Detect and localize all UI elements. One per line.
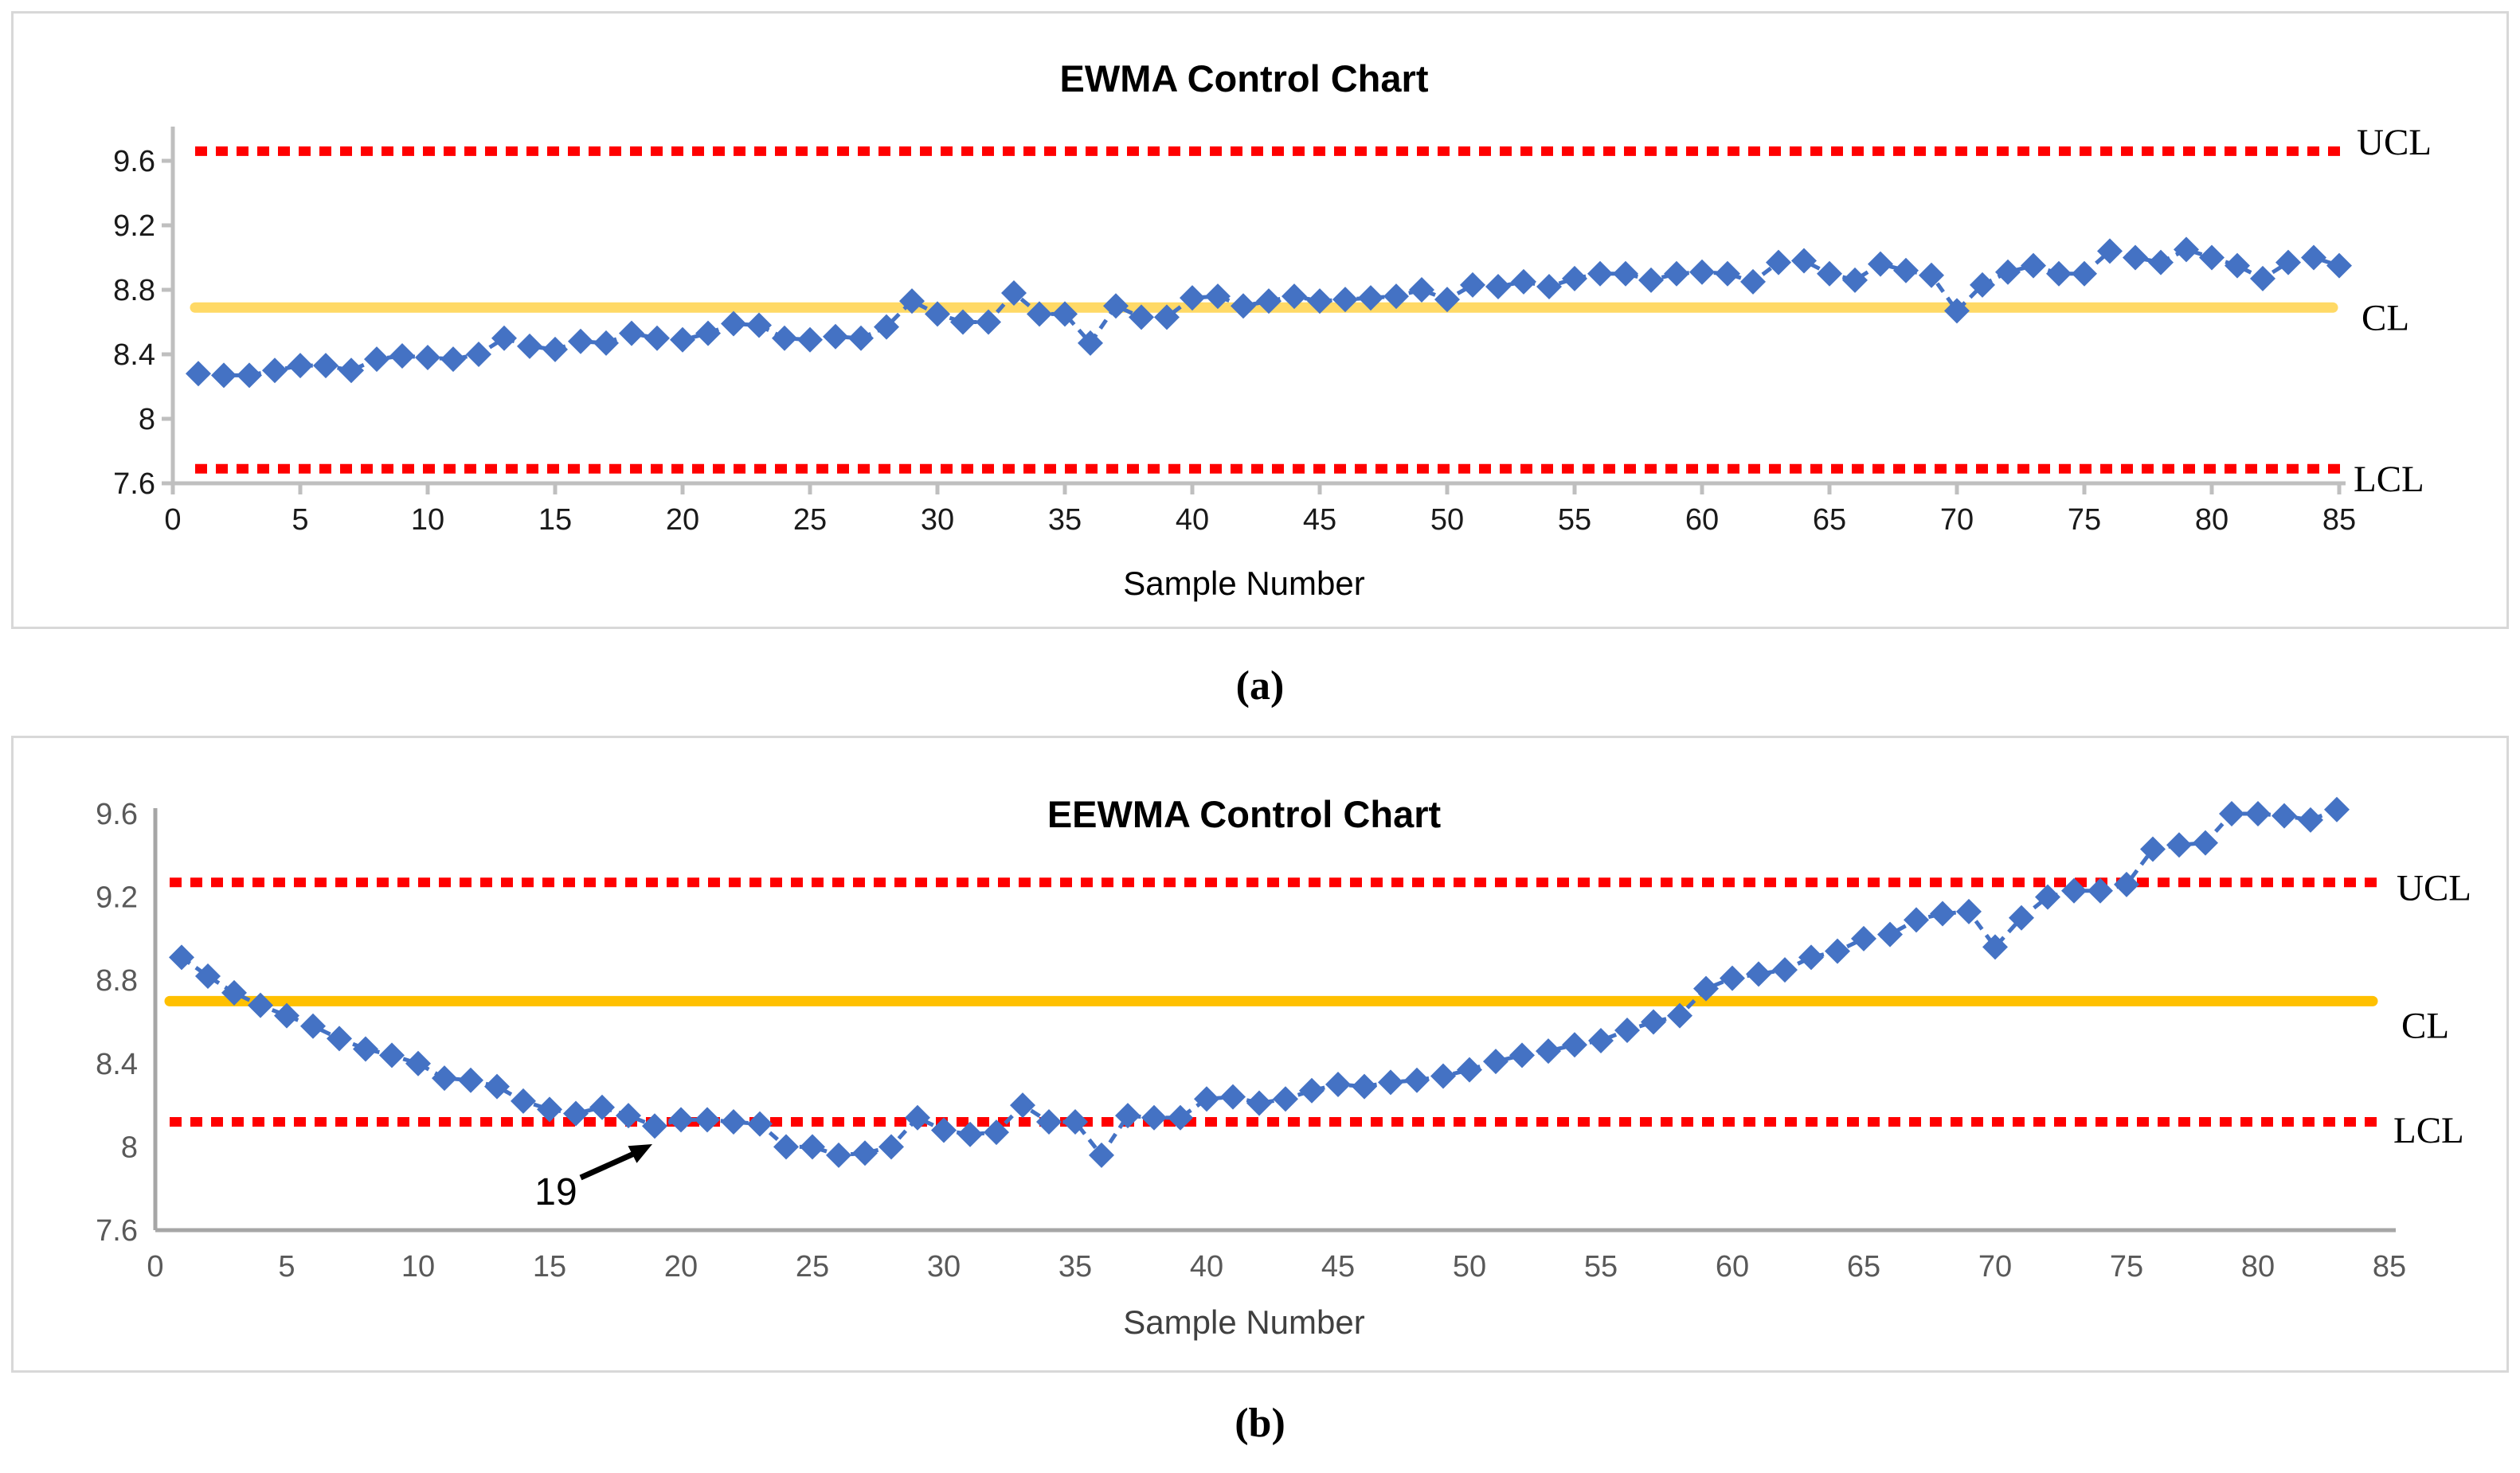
y-tick-label: 9.2 [96, 881, 138, 915]
x-tick-label: 40 [1190, 1250, 1223, 1284]
x-tick-label: 10 [401, 1250, 435, 1284]
y-tick-label: 8.4 [113, 338, 155, 372]
x-tick-label: 60 [1716, 1250, 1749, 1284]
x-axis-title: Sample Number [1123, 565, 1364, 602]
x-tick-label: 65 [1813, 503, 1846, 537]
x-axis-title: Sample Number [1123, 1303, 1364, 1341]
x-tick-label: 35 [1048, 503, 1082, 537]
series-markers [169, 796, 2350, 1168]
x-tick-label: 5 [278, 1250, 295, 1284]
x-tick-label: 15 [533, 1250, 566, 1284]
x-tick-label: 60 [1685, 503, 1719, 537]
caption-b: (b) [1235, 1401, 1285, 1446]
x-tick-label: 50 [1430, 503, 1464, 537]
x-tick-label: 80 [2195, 503, 2228, 537]
ucl-label: UCL [2397, 867, 2471, 908]
x-tick-label: 15 [538, 503, 572, 537]
x-tick-label: 55 [1558, 503, 1591, 537]
x-tick-label: 45 [1303, 503, 1336, 537]
x-tick-label: 75 [2068, 503, 2101, 537]
x-tick-label: 80 [2241, 1250, 2275, 1284]
x-tick-label: 20 [664, 1250, 698, 1284]
x-tick-label: 40 [1176, 503, 1209, 537]
x-tick-label: 30 [927, 1250, 961, 1284]
x-tick-label: 65 [1847, 1250, 1880, 1284]
x-tick-label: 85 [2322, 503, 2356, 537]
annotation-arrowhead [628, 1144, 652, 1163]
panel-ewma-chart: EWMA Control Chart 9.6 9.2 8.8 8.4 8 7.6 0 5 10 15… [11, 11, 2509, 629]
x-tick-label: 10 [411, 503, 444, 537]
y-tick-label: 9.6 [96, 798, 138, 831]
chart-title: EEWMA Control Chart [1047, 793, 1442, 835]
chart-title: EWMA Control Chart [1060, 57, 1429, 100]
x-tick-label: 50 [1453, 1250, 1486, 1284]
x-tick-label: 35 [1058, 1250, 1092, 1284]
panel-eewma-chart: EEWMA Control Chart 9.6 9.2 8.8 8.4 8 7.6 0 5 10 1… [11, 736, 2509, 1373]
caption-a: (a) [1235, 663, 1285, 709]
x-tick-label: 45 [1321, 1250, 1355, 1284]
series-markers [186, 236, 2352, 389]
x-tick-label: 30 [921, 503, 954, 537]
y-tick-label: 8.4 [96, 1048, 138, 1081]
cl-label: CL [2401, 1005, 2449, 1046]
ewma-control-chart: EWMA Control Chart 9.6 9.2 8.8 8.4 8 7.6 0 5 10 15… [113, 57, 2432, 602]
y-tick-label: 7.6 [96, 1214, 138, 1248]
cl-label: CL [2362, 297, 2409, 338]
x-tick-label: 55 [1584, 1250, 1618, 1284]
eewma-control-chart: EEWMA Control Chart 9.6 9.2 8.8 8.4 8 7.6 0 5 10 1… [96, 793, 2471, 1341]
x-tick-label: 20 [666, 503, 699, 537]
y-tick-label: 8.8 [96, 964, 138, 998]
x-tick-label: 0 [147, 1250, 163, 1284]
x-tick-label: 70 [1978, 1250, 2012, 1284]
x-tick-label: 85 [2373, 1250, 2406, 1284]
x-tick-label: 25 [796, 1250, 829, 1284]
y-tick-label: 9.2 [113, 209, 155, 243]
y-tick-label: 8.8 [113, 274, 155, 307]
lcl-label: LCL [2393, 1110, 2464, 1151]
y-tick-label: 9.6 [113, 145, 155, 178]
x-tick-label: 70 [1940, 503, 1974, 537]
lcl-label: LCL [2354, 459, 2424, 500]
x-tick-label: 0 [164, 503, 181, 537]
x-tick-label: 5 [292, 503, 308, 537]
annotation-label: 19 [534, 1171, 577, 1213]
y-tick-label: 7.6 [113, 467, 155, 501]
y-tick-label: 8 [139, 403, 155, 436]
x-tick-label: 25 [793, 503, 827, 537]
ucl-label: UCL [2357, 122, 2432, 163]
x-tick-label: 75 [2110, 1250, 2143, 1284]
y-tick-label: 8 [121, 1131, 138, 1164]
